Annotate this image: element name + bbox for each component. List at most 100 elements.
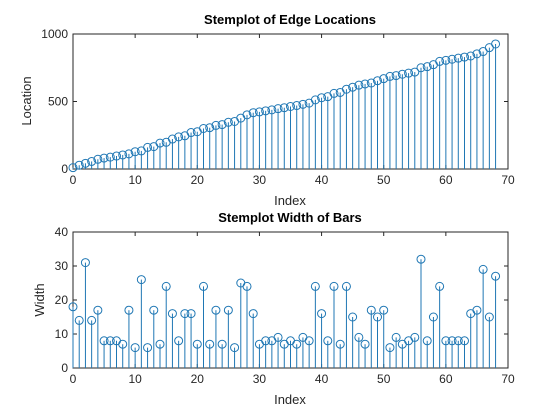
top-chart-marker <box>143 142 153 152</box>
top-chart-marker <box>348 82 358 92</box>
bottom-chart-marker <box>118 339 128 349</box>
top-chart-marker <box>248 108 258 118</box>
top-chart-marker <box>205 123 215 133</box>
top-chart-marker <box>118 150 128 160</box>
top-chart-marker <box>87 156 97 166</box>
top-chart-marker <box>155 138 165 148</box>
top-chart-marker <box>422 62 432 72</box>
bottom-chart-marker <box>472 305 482 315</box>
top-chart-marker <box>360 79 370 89</box>
top-chart: Stemplot of Edge Locations 0 10 20 30 40 50 60… <box>19 12 515 208</box>
top-chart-y-tick-label: 0 <box>61 162 68 176</box>
bottom-chart-x-axis-label: Index <box>274 392 306 407</box>
bottom-chart-x-tick-label: 50 <box>377 372 391 386</box>
bottom-chart-marker <box>335 339 345 349</box>
bottom-chart-y-tick-label: 30 <box>55 259 69 273</box>
top-chart-marker <box>397 69 407 79</box>
bottom-chart-marker <box>223 305 233 315</box>
bottom-chart-marker <box>304 336 314 346</box>
bottom-chart-marker <box>217 339 227 349</box>
top-chart-x-tick-label: 50 <box>377 173 391 187</box>
bottom-chart-marker <box>143 343 153 353</box>
bottom-chart-marker <box>93 305 103 315</box>
bottom-chart-marker <box>329 281 339 291</box>
bottom-chart-title: Stemplot Width of Bars <box>218 210 362 225</box>
top-chart-marks <box>68 39 501 173</box>
bottom-chart-marker <box>149 305 159 315</box>
bottom-chart-marker <box>161 281 171 291</box>
top-chart-x-tick-label: 70 <box>501 173 515 187</box>
bottom-chart-marker <box>80 258 90 268</box>
top-chart-marker <box>167 134 177 144</box>
top-chart-x-tick-label: 40 <box>315 173 329 187</box>
top-chart-marker <box>254 107 264 117</box>
top-chart-marker <box>261 106 271 116</box>
bottom-chart: Stemplot Width of Bars 0 10 20 30 40 50 60 70 0 1… <box>32 210 515 407</box>
bottom-chart-marker <box>373 312 382 322</box>
top-chart-marker <box>410 67 420 77</box>
top-chart-x-tick-label: 60 <box>439 173 453 187</box>
bottom-chart-marker <box>453 336 463 346</box>
top-chart-marker <box>310 95 320 105</box>
bottom-chart-marker <box>366 305 376 315</box>
top-chart-marker <box>273 104 283 114</box>
bottom-chart-marker <box>348 312 358 322</box>
top-chart-marker <box>80 158 90 168</box>
bottom-chart-x-tick-label: 20 <box>191 372 205 386</box>
top-chart-marker <box>124 149 134 159</box>
top-chart-marker <box>317 93 327 103</box>
bottom-chart-marker <box>317 309 327 319</box>
bottom-chart-marker <box>68 302 78 312</box>
top-chart-y-tick-label: 1000 <box>41 27 68 41</box>
top-chart-marker <box>112 151 121 161</box>
top-chart-marker <box>385 71 395 81</box>
top-chart-marker <box>441 55 451 65</box>
bottom-chart-marker <box>292 339 302 349</box>
top-chart-x-tick-label: 30 <box>253 173 267 187</box>
top-chart-x-axis-label: Index <box>274 193 306 208</box>
top-chart-marker <box>366 78 376 88</box>
bottom-chart-marker <box>460 336 469 346</box>
bottom-chart-marker <box>205 339 215 349</box>
top-chart-marker <box>379 74 389 84</box>
bottom-chart-x-tick-label: 0 <box>70 372 77 386</box>
bottom-chart-marker <box>186 309 196 319</box>
top-chart-marker <box>404 68 414 78</box>
top-chart-marker <box>199 124 208 133</box>
bottom-chart-marker <box>180 309 190 319</box>
bottom-chart-y-tick-label: 0 <box>61 361 68 375</box>
bottom-chart-marker <box>261 336 271 346</box>
bottom-chart-marker <box>391 332 401 342</box>
bottom-chart-marker <box>211 305 221 315</box>
bottom-chart-x-tick-label: 30 <box>253 372 267 386</box>
top-chart-y-axis-label: Location <box>19 76 34 125</box>
bottom-chart-marker <box>155 339 165 349</box>
top-chart-marker <box>174 132 184 142</box>
bottom-chart-y-axis-label: Width <box>32 283 47 316</box>
top-chart-marker <box>105 152 115 162</box>
top-chart-marker <box>217 120 227 130</box>
top-chart-marker <box>329 88 339 98</box>
bottom-chart-marker <box>310 281 320 291</box>
top-chart-marker <box>99 153 109 163</box>
top-chart-marker <box>267 105 277 115</box>
top-chart-marker <box>466 51 476 61</box>
bottom-chart-marker <box>130 343 140 353</box>
top-chart-marker <box>472 49 482 59</box>
bottom-chart-marker <box>360 339 370 349</box>
top-chart-marker <box>292 101 302 111</box>
top-chart-marker <box>286 101 295 111</box>
top-chart-marker <box>74 160 84 170</box>
bottom-chart-y-tick-label: 10 <box>55 327 69 341</box>
bottom-chart-ticks: 0 10 20 30 40 50 60 70 0 10 20 30 40 <box>55 225 515 386</box>
bottom-chart-marker <box>199 281 208 291</box>
bottom-chart-marker <box>192 339 202 349</box>
bottom-chart-marker <box>273 332 283 342</box>
bottom-chart-marker <box>428 312 438 322</box>
bottom-chart-marker <box>447 336 457 346</box>
bottom-chart-marker <box>174 336 184 346</box>
bottom-chart-y-tick-label: 40 <box>55 225 69 239</box>
top-chart-marker <box>416 63 426 73</box>
bottom-chart-marker <box>74 315 84 325</box>
